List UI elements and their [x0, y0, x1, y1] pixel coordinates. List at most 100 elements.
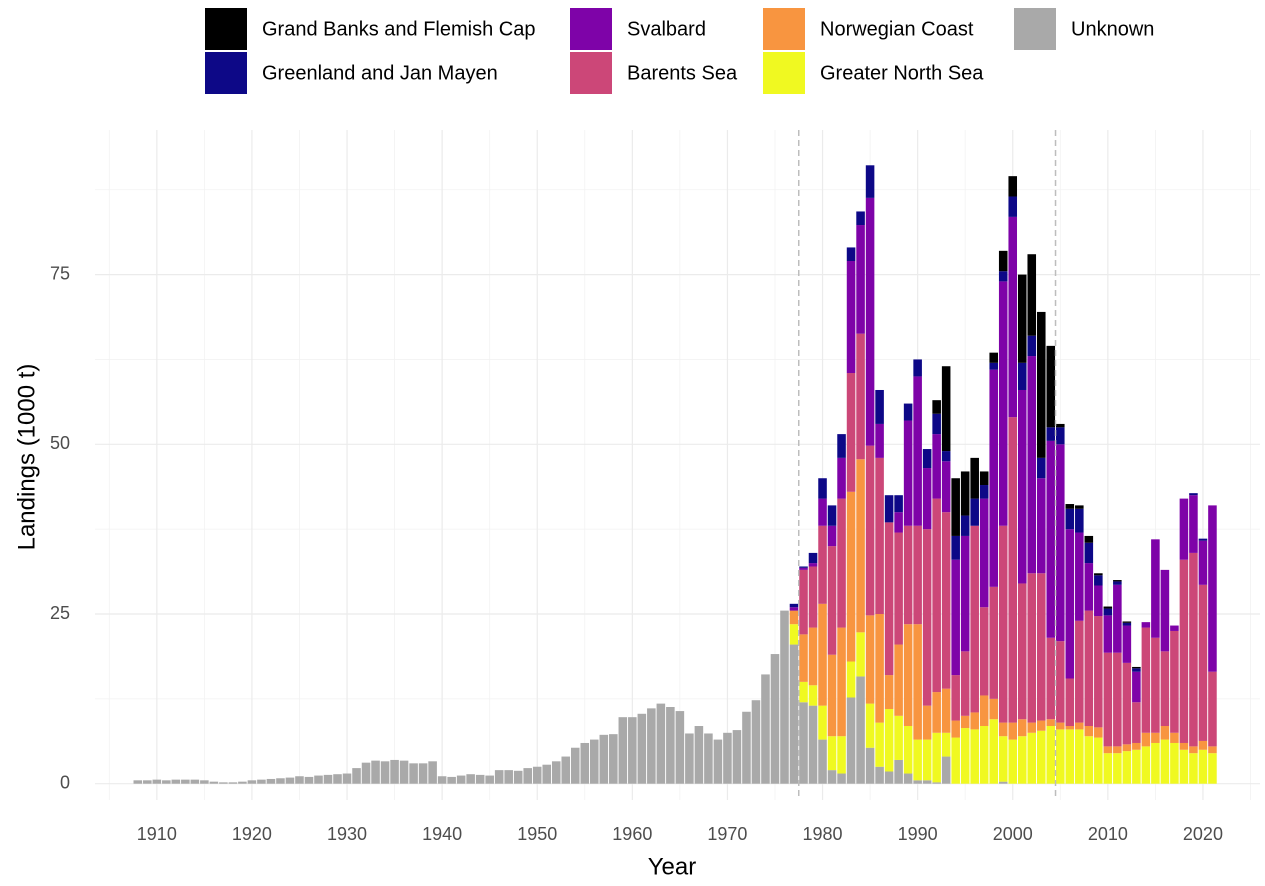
bar-segment [1141, 627, 1151, 733]
bar-segment [941, 688, 951, 733]
legend-label: Norwegian Coast [820, 18, 974, 40]
bar-segment [951, 559, 960, 676]
bar-segment [666, 707, 675, 784]
bar-segment [1122, 622, 1132, 626]
x-axis-title: Year [648, 853, 697, 880]
bar-segment [894, 532, 903, 645]
bar-segment [894, 759, 903, 784]
bar-segment [485, 775, 494, 784]
bar-segment [932, 413, 941, 435]
bar-segment [846, 261, 856, 374]
bar-segment [1179, 559, 1189, 743]
bar-segment [789, 624, 799, 645]
bar-segment [951, 737, 960, 784]
bar-segment [846, 697, 856, 784]
bar-segment [913, 525, 922, 625]
bar-segment [1065, 504, 1075, 509]
bar-segment [903, 403, 913, 421]
bar-segment [846, 373, 856, 492]
bar-segment [1075, 722, 1084, 730]
bar-segment [1075, 505, 1084, 509]
bar-segment [922, 468, 932, 530]
bar-segment [570, 747, 580, 784]
x-tick-label: 2000 [993, 824, 1033, 844]
bar-segment [1103, 753, 1113, 784]
bar-segment [1208, 505, 1217, 672]
bar-segment [922, 449, 932, 469]
bar-segment [1036, 573, 1046, 721]
bar-segment [951, 720, 960, 738]
bar-segment [628, 717, 637, 784]
bar-segment [409, 763, 418, 784]
bar-segment [694, 726, 704, 784]
bar-segment [808, 705, 818, 784]
bar-segment [162, 780, 171, 784]
bar-segment [323, 774, 333, 784]
bar-segment [808, 685, 818, 706]
bar-segment [979, 607, 989, 696]
bar-segment [846, 247, 856, 262]
bar-segment [979, 485, 989, 499]
bar-segment [913, 624, 922, 740]
legend-swatch [763, 8, 805, 50]
bar-segment [1132, 668, 1141, 672]
bar-segment [228, 782, 238, 784]
bar-segment [1094, 616, 1103, 728]
bar-segment [1017, 719, 1027, 737]
bar-segment [837, 498, 846, 628]
bar-segment [1075, 532, 1084, 621]
bar-segment [884, 495, 894, 523]
bar-segment [799, 702, 808, 784]
bar-segment [742, 711, 751, 784]
bar-segment [789, 607, 799, 611]
bar-segment [1084, 563, 1094, 611]
x-tick-label: 1930 [327, 824, 367, 844]
bar-segment [190, 779, 200, 784]
bar-segment [932, 692, 941, 733]
bar-segment [960, 515, 970, 536]
bar-segment [941, 756, 951, 784]
x-tick-label: 1920 [232, 824, 272, 844]
bar-segment [1151, 637, 1160, 733]
bar-segment [1208, 671, 1217, 747]
bar-segment [941, 366, 951, 452]
bar-segment [1027, 254, 1037, 336]
x-tick-label: 1940 [422, 824, 462, 844]
bar-segment [960, 715, 970, 729]
bar-segment [818, 603, 827, 706]
bar-segment [1103, 608, 1113, 616]
y-tick-label: 75 [50, 263, 70, 283]
bar-segment [637, 713, 647, 784]
bar-segment [827, 654, 837, 737]
bar-segment [1056, 427, 1065, 445]
bar-segment [922, 739, 932, 781]
bar-segment [808, 566, 818, 628]
bar-segment [295, 776, 304, 784]
bar-segment [818, 498, 827, 526]
bar-segment [875, 457, 884, 615]
bar-segment [818, 478, 827, 499]
legend-swatch [1014, 8, 1056, 50]
bar-segment [685, 733, 694, 784]
bar-segment [865, 197, 875, 446]
bar-segment [238, 781, 247, 784]
bar-segment [1084, 610, 1094, 727]
bar-segment [314, 775, 323, 784]
bar-segment [723, 732, 732, 784]
bar-segment [970, 525, 979, 713]
bars [133, 130, 1217, 800]
bar-segment [989, 369, 998, 587]
bar-segment [1122, 625, 1132, 663]
bar-segment [761, 674, 770, 784]
bar-segment [1170, 742, 1179, 784]
x-tick-label: 1990 [898, 824, 938, 844]
bar-segment [932, 732, 941, 783]
bar-segment [1084, 736, 1094, 784]
bar-segment [989, 719, 998, 784]
bar-segment [1017, 362, 1027, 390]
x-tick-label: 1980 [803, 824, 843, 844]
bar-segment [894, 644, 903, 716]
bar-segment [856, 459, 865, 633]
bar-segment [1065, 529, 1075, 679]
bar-segment [1103, 606, 1113, 609]
